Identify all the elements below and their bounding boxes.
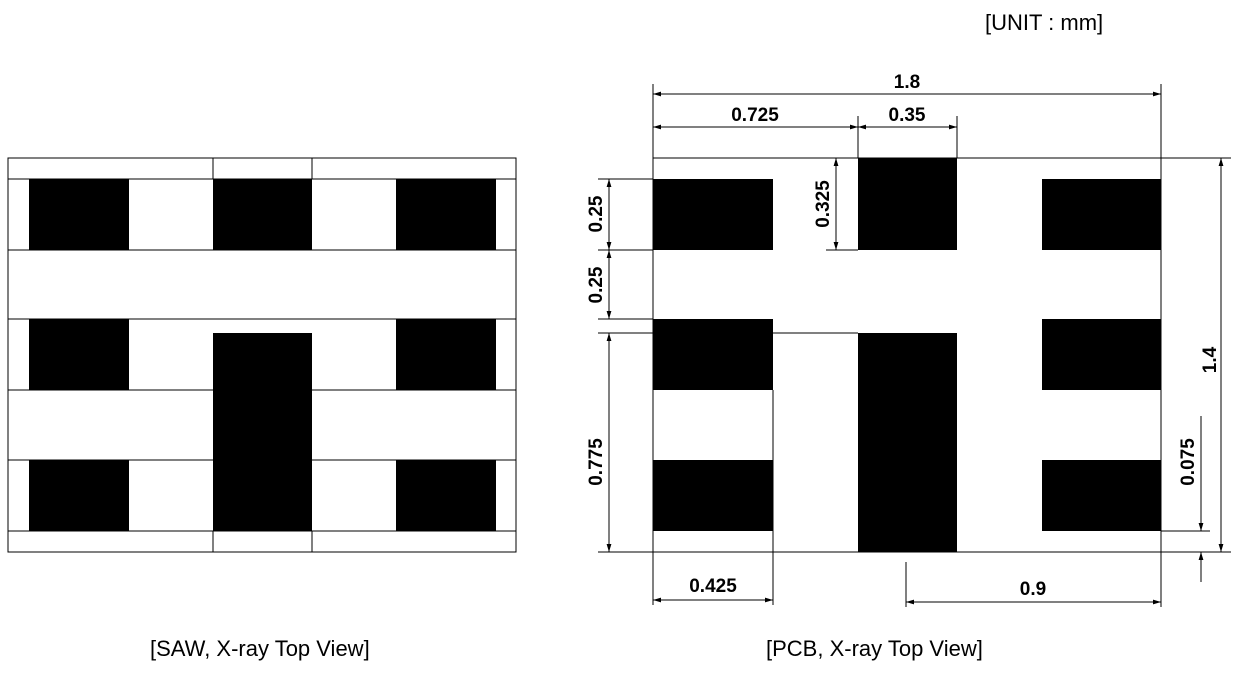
pcb-pad-left-bottom <box>653 460 773 531</box>
dim-label-0775: 0.775 <box>586 438 607 486</box>
dim-label-center-width: 0.35 <box>889 105 926 126</box>
dim-center-top-height: 0.325 <box>813 158 858 251</box>
pcb-pad-right-middle <box>1042 319 1161 390</box>
dim-0075: 0.075 <box>1161 416 1210 582</box>
dim-label-total-width: 1.8 <box>894 72 920 93</box>
saw-pad-center-large <box>213 333 312 531</box>
saw-outline <box>7 157 517 553</box>
dim-label-pad-height: 0.25 <box>586 195 607 232</box>
saw-view <box>7 157 517 553</box>
pcb-pad-center-top <box>858 158 957 250</box>
saw-pad-left-bottom <box>29 460 129 531</box>
dim-top-offsets: 0.725 0.35 <box>652 105 958 158</box>
dim-label-09: 0.9 <box>1020 579 1046 600</box>
dim-label-pad-gap: 0.25 <box>586 266 607 303</box>
dim-label-0325: 0.325 <box>813 180 834 228</box>
dim-label-total-height: 1.4 <box>1200 346 1221 373</box>
saw-pad-left-top <box>29 179 129 250</box>
saw-pad-right-bottom <box>396 460 496 531</box>
dim-label-0725: 0.725 <box>731 105 779 126</box>
saw-pad-center-top <box>213 179 312 250</box>
dim-label-0075: 0.075 <box>1178 438 1199 486</box>
dim-0425: 0.425 <box>652 390 774 605</box>
caption-pcb: [PCB, X-ray Top View] <box>766 636 983 661</box>
pcb-pad-center-large <box>858 333 957 552</box>
dim-label-0425: 0.425 <box>689 576 737 597</box>
pcb-pad-left-middle <box>653 319 773 390</box>
pcb-pad-right-bottom <box>1042 460 1161 531</box>
pcb-pad-left-top <box>653 179 773 250</box>
caption-saw: [SAW, X-ray Top View] <box>150 636 370 661</box>
dim-09: 0.9 <box>905 552 1162 607</box>
dim-total-height: 1.4 <box>1161 157 1231 553</box>
saw-pad-right-middle <box>396 319 496 390</box>
saw-pad-right-top <box>396 179 496 250</box>
pcb-view: 1.8 0.725 0.35 0.325 0.25 0.25 <box>586 72 1231 607</box>
saw-pad-left-middle <box>29 319 129 390</box>
dim-0775: 0.775 <box>586 332 858 553</box>
pcb-pad-right-top <box>1042 179 1161 250</box>
unit-label: [UNIT : mm] <box>985 10 1104 35</box>
dim-left-stack: 0.25 0.25 <box>586 178 653 320</box>
